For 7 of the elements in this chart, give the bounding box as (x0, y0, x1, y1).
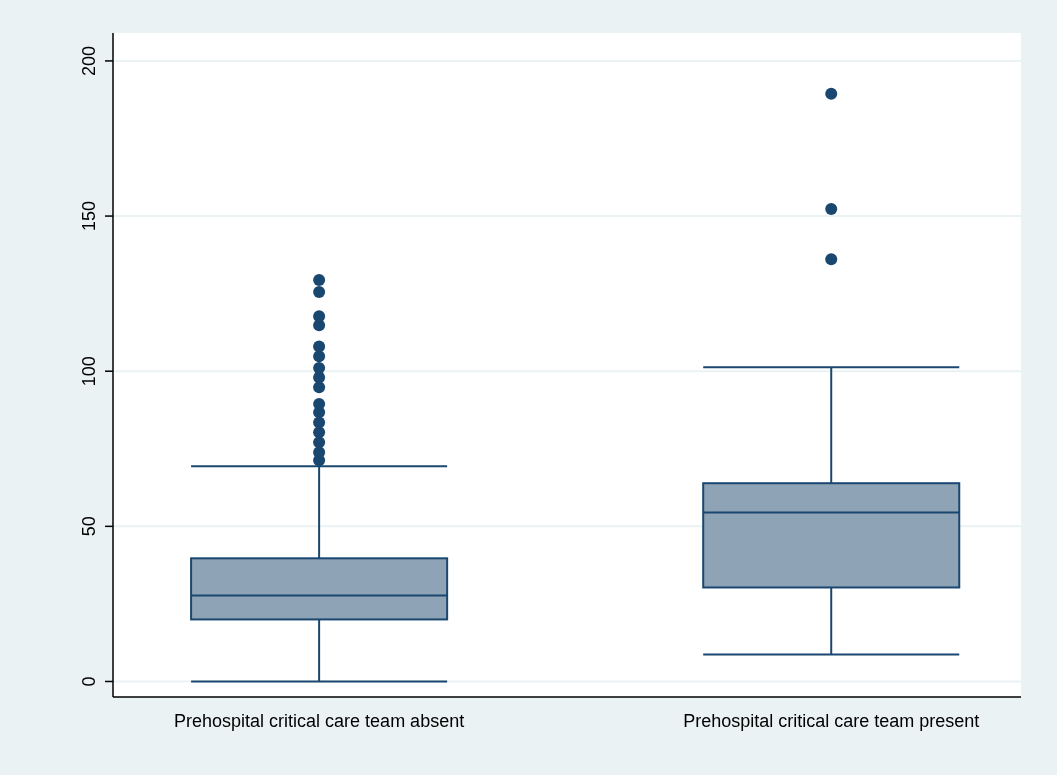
y-tick-label: 100 (79, 356, 99, 387)
x-tick-label: Prehospital critical care team absent (174, 711, 465, 731)
y-tick-label: 200 (79, 45, 99, 76)
y-tick-label: 0 (79, 676, 99, 687)
y-tick-label: 150 (79, 201, 99, 232)
y-tick-label: 50 (79, 516, 99, 537)
x-tick-label: Prehospital critical care team present (683, 711, 980, 731)
